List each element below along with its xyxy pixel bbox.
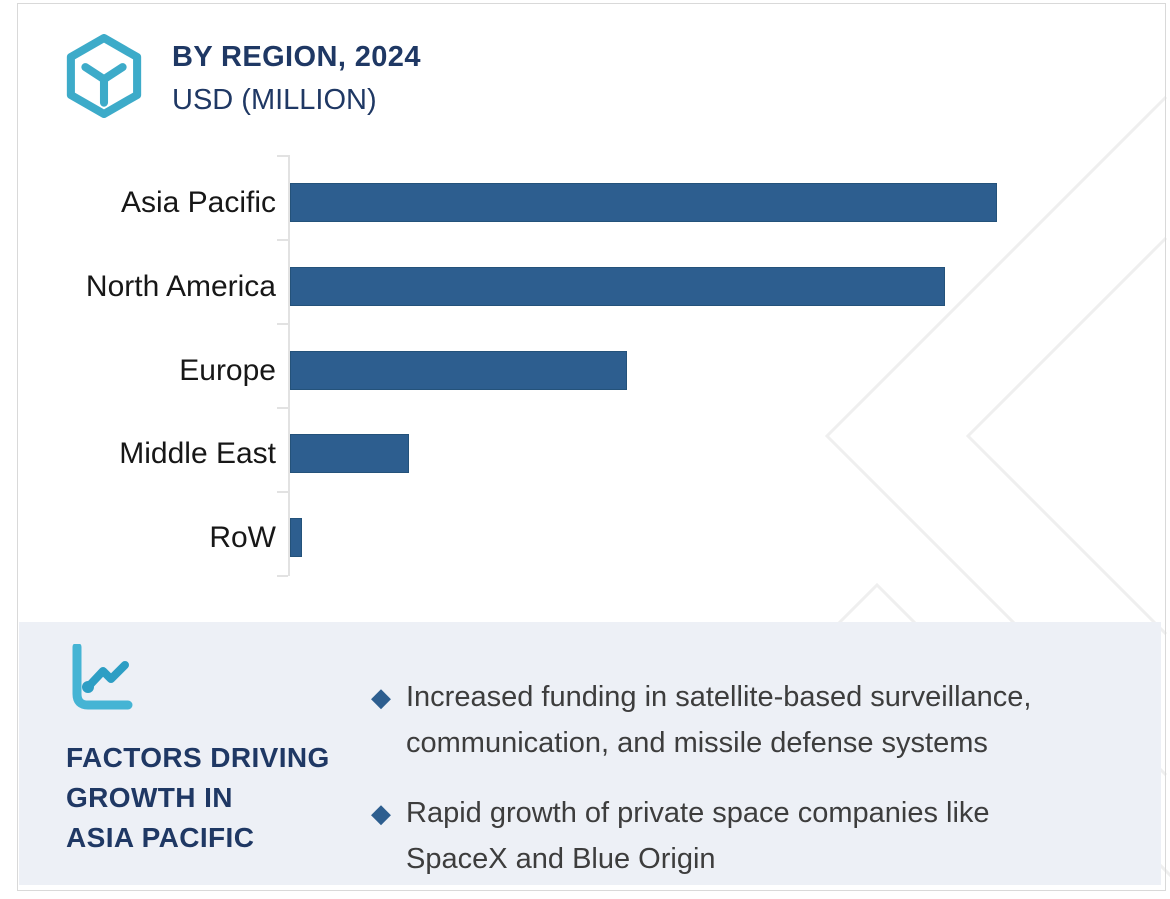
tick-mark: [277, 575, 288, 577]
tick-mark: [277, 323, 288, 325]
category-label: RoW: [209, 520, 276, 554]
page-title: BY REGION, 2024: [172, 41, 421, 73]
factors-panel: FACTORS DRIVING GROWTH IN ASIA PACIFIC ◆…: [19, 622, 1161, 885]
category-label: Asia Pacific: [120, 185, 276, 219]
content-border-frame: [17, 3, 1166, 891]
diamond-bullet-icon: ◆: [371, 682, 391, 712]
bullet-text-line: communication, and missile defense syste…: [406, 727, 988, 759]
list-item: ◆ Increased funding in satellite-based s…: [371, 674, 1031, 766]
bar-europe: [290, 351, 627, 390]
category-label: Europe: [179, 353, 276, 387]
category-axis-line: [288, 155, 290, 576]
tick-mark: [277, 407, 288, 409]
panel-heading: FACTORS DRIVING GROWTH IN ASIA PACIFIC: [66, 738, 330, 858]
bar-north-america: [290, 267, 945, 306]
bullet-text: Increased funding in satellite-based sur…: [406, 674, 1031, 766]
tick-mark: [277, 239, 288, 241]
bullet-text-line: Rapid growth of private space companies …: [406, 797, 990, 829]
bullet-text: Rapid growth of private space companies …: [406, 790, 990, 882]
category-label: North America: [85, 269, 276, 303]
bullet-text-line: SpaceX and Blue Origin: [406, 843, 716, 875]
units-label: USD (MILLION): [172, 84, 377, 116]
diamond-bullet-icon: ◆: [371, 798, 391, 828]
panel-heading-line: FACTORS DRIVING: [66, 742, 330, 773]
bar-middle-east: [290, 434, 409, 473]
line-chart-icon: [72, 644, 133, 710]
chart-header: BY REGION, 2024 USD (MILLION): [63, 34, 421, 118]
tick-mark: [277, 155, 288, 157]
hexagon-cube-logo-icon: [66, 34, 142, 118]
list-item: ◆ Rapid growth of private space companie…: [371, 790, 1031, 882]
bullet-text-line: Increased funding in satellite-based sur…: [406, 681, 1032, 713]
bar-asia-pacific: [290, 183, 997, 222]
category-label: Middle East: [119, 436, 276, 470]
tick-mark: [277, 491, 288, 493]
header-titles: BY REGION, 2024 USD (MILLION): [172, 34, 421, 118]
bar-row: [290, 518, 302, 557]
factors-list: ◆ Increased funding in satellite-based s…: [371, 674, 1031, 882]
panel-heading-line: ASIA PACIFIC: [66, 822, 255, 853]
panel-heading-line: GROWTH IN: [66, 782, 233, 813]
